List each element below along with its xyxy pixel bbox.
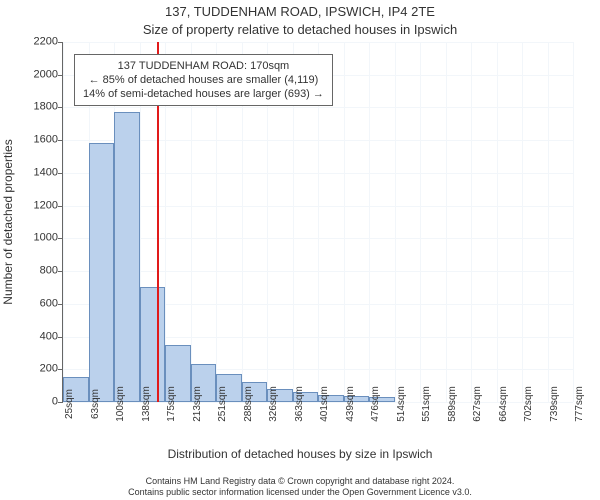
x-tick-label: 288sqm	[244, 386, 254, 422]
gridline-v	[446, 42, 447, 402]
y-tick-mark	[58, 42, 62, 43]
y-tick-label: 1800	[20, 102, 58, 113]
y-axis-label: Number of detached properties	[1, 139, 15, 304]
gridline-v	[63, 42, 64, 402]
y-tick-mark	[58, 107, 62, 108]
x-tick-label: 175sqm	[167, 386, 177, 422]
gridline-v	[548, 42, 549, 402]
x-tick-label: 627sqm	[473, 386, 483, 422]
x-tick-label: 25sqm	[65, 389, 75, 419]
y-tick-label: 0	[20, 397, 58, 408]
y-tick-label: 1400	[20, 167, 58, 178]
chart-subtitle: Size of property relative to detached ho…	[0, 22, 600, 37]
footer-line-1: Contains HM Land Registry data © Crown c…	[0, 476, 600, 487]
y-tick-mark	[58, 206, 62, 207]
y-tick-label: 400	[20, 331, 58, 342]
x-tick-label: 589sqm	[448, 386, 458, 422]
annotation-line-2: ← 85% of detached houses are smaller (4,…	[83, 73, 324, 87]
x-tick-label: 664sqm	[499, 386, 509, 422]
y-tick-mark	[58, 271, 62, 272]
x-tick-label: 326sqm	[269, 386, 279, 422]
x-tick-label: 401sqm	[320, 386, 330, 422]
x-tick-label: 514sqm	[397, 386, 407, 422]
y-tick-mark	[58, 238, 62, 239]
gridline-h	[63, 402, 573, 403]
gridline-v	[471, 42, 472, 402]
y-tick-label: 1000	[20, 233, 58, 244]
y-tick-label: 2200	[20, 37, 58, 48]
x-tick-label: 138sqm	[142, 386, 152, 422]
x-tick-label: 251sqm	[218, 386, 228, 422]
annotation-box: 137 TUDDENHAM ROAD: 170sqm ← 85% of deta…	[74, 54, 333, 106]
x-tick-label: 63sqm	[91, 389, 101, 419]
y-tick-mark	[58, 369, 62, 370]
gridline-v	[573, 42, 574, 402]
x-tick-label: 476sqm	[371, 386, 381, 422]
x-tick-label: 363sqm	[295, 386, 305, 422]
y-tick-label: 800	[20, 266, 58, 277]
y-tick-mark	[58, 402, 62, 403]
gridline-v	[344, 42, 345, 402]
footer-line-2: Contains public sector information licen…	[0, 487, 600, 498]
footer-text: Contains HM Land Registry data © Crown c…	[0, 476, 600, 498]
x-tick-label: 739sqm	[550, 386, 560, 422]
y-tick-mark	[58, 75, 62, 76]
y-tick-mark	[58, 140, 62, 141]
gridline-v	[395, 42, 396, 402]
x-tick-label: 213sqm	[193, 386, 203, 422]
annotation-line-3: 14% of semi-detached houses are larger (…	[83, 87, 324, 101]
histogram-bar	[140, 287, 166, 402]
y-tick-mark	[58, 304, 62, 305]
histogram-bar	[114, 112, 140, 402]
x-tick-label: 100sqm	[116, 386, 126, 422]
gridline-v	[420, 42, 421, 402]
y-tick-mark	[58, 337, 62, 338]
x-axis-label: Distribution of detached houses by size …	[0, 447, 600, 461]
gridline-v	[522, 42, 523, 402]
y-tick-label: 200	[20, 364, 58, 375]
chart-title: 137, TUDDENHAM ROAD, IPSWICH, IP4 2TE	[0, 4, 600, 19]
gridline-v	[497, 42, 498, 402]
gridline-v	[369, 42, 370, 402]
y-tick-mark	[58, 173, 62, 174]
x-tick-label: 551sqm	[422, 386, 432, 422]
x-tick-label: 439sqm	[346, 386, 356, 422]
x-tick-label: 702sqm	[524, 386, 534, 422]
y-tick-label: 2000	[20, 69, 58, 80]
annotation-line-1: 137 TUDDENHAM ROAD: 170sqm	[83, 59, 324, 73]
chart-container: 137, TUDDENHAM ROAD, IPSWICH, IP4 2TE Si…	[0, 0, 600, 500]
histogram-bar	[89, 143, 115, 402]
y-tick-label: 1600	[20, 135, 58, 146]
y-tick-label: 1200	[20, 200, 58, 211]
x-tick-label: 777sqm	[575, 386, 585, 422]
y-tick-label: 600	[20, 298, 58, 309]
